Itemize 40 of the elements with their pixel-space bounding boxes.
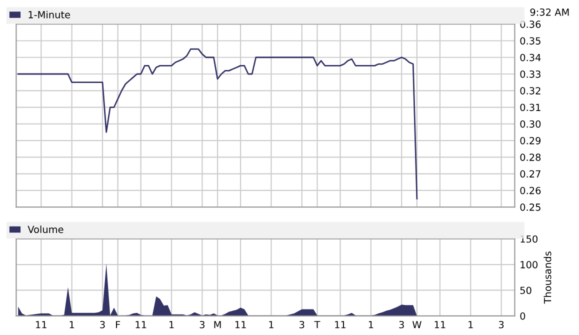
x-tick-label: 1: [368, 321, 374, 328]
x-tick-label: 1: [269, 321, 274, 328]
y-tick-label: 150: [520, 235, 538, 243]
x-tick-label: W: [412, 321, 422, 328]
y-axis-title: Thousands: [544, 252, 552, 304]
x-tick-label: F: [116, 321, 120, 328]
x-tick-label: 11: [434, 321, 446, 328]
y-tick-label: 0.35: [520, 37, 540, 45]
y-tick-label: 0.34: [520, 54, 541, 62]
y-tick-label: 0.32: [520, 87, 540, 94]
y-tick-label: 0.30: [520, 120, 541, 128]
x-tick-label: 11: [335, 321, 346, 328]
y-tick-label: 0.28: [520, 154, 541, 161]
y-tick-label: 50: [520, 286, 532, 294]
legend-label: Volume: [28, 226, 64, 234]
y-tick-label: 0.31: [520, 104, 540, 112]
x-tick-label: 3: [200, 320, 205, 328]
x-tick-label: T: [314, 321, 320, 328]
x-tick-label: 1: [70, 321, 74, 328]
x-tick-label: M: [214, 321, 221, 328]
x-tick-label: 1: [169, 321, 174, 328]
x-tick-label: 3: [399, 320, 404, 328]
x-tick-label: 3: [100, 320, 105, 328]
x-tick-label: 3: [498, 320, 504, 328]
line-series: [17, 48, 418, 200]
x-tick-label: 1: [468, 321, 473, 328]
legend-label: 1-Minute: [28, 10, 70, 18]
x-tick-label: 3: [300, 320, 304, 328]
y-tick-label: 0.27: [520, 170, 540, 178]
x-tick-label: 11: [235, 321, 246, 328]
y-tick-label: 0.33: [520, 70, 540, 78]
y-tick-label: 100: [520, 261, 538, 268]
x-tick-label: 11: [136, 321, 146, 328]
x-tick-label: 11: [36, 321, 46, 328]
y-tick-label: 0.25: [520, 204, 540, 211]
y-tick-label: 0: [520, 312, 526, 320]
text: 9:32 AM: [530, 8, 569, 16]
y-tick-label: 0.36: [520, 20, 541, 28]
y-tick-label: 0.26: [520, 186, 541, 194]
y-tick-label: 0.29: [520, 136, 541, 144]
